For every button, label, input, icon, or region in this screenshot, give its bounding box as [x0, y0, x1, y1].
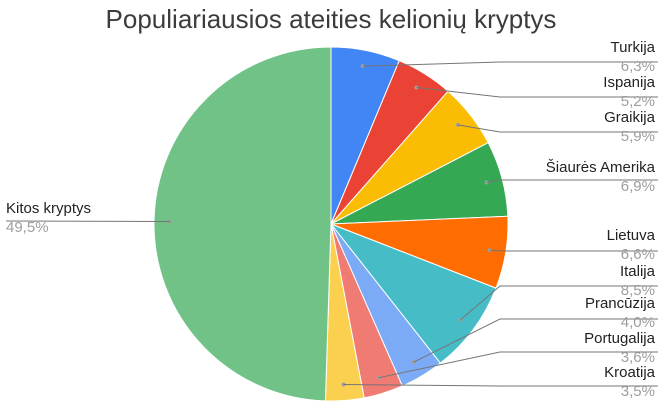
slice-label-kitos-kryptys: Kitos kryptys — [6, 200, 91, 217]
slice-label-lietuva: Lietuva — [607, 227, 656, 244]
slice-label-siaures-amerika: Šiaurės Amerika — [546, 159, 656, 176]
pie-slices — [153, 46, 509, 402]
leader-line-prancuzija — [413, 318, 658, 363]
pie-slice-kitos-kryptys — [153, 46, 332, 402]
slice-label-turkija: Turkija — [611, 39, 656, 56]
slice-value-ispanija: 5,2% — [621, 93, 655, 110]
slice-value-kitos-kryptys: 49,5% — [6, 219, 49, 236]
leader-lines — [5, 61, 658, 387]
slice-value-italija: 8,5% — [621, 282, 655, 299]
leader-line-turkija — [362, 61, 658, 67]
slice-label-prancuzija: Prancūzija — [585, 295, 656, 312]
slice-label-italija: Italija — [620, 263, 656, 280]
slice-value-lietuva: 6,6% — [621, 246, 655, 263]
slice-label-graikija: Graikija — [604, 109, 656, 126]
slice-label-kroatija: Kroatija — [604, 364, 656, 381]
leader-line-lietuva — [489, 249, 658, 252]
leader-line-italija — [460, 285, 658, 321]
leader-line-portugalija — [378, 351, 658, 379]
slice-value-portugalija: 3,6% — [621, 349, 655, 366]
chart-title: Populiariausios ateities kelionių krypty… — [106, 4, 557, 34]
leader-line-ispanija — [416, 87, 658, 98]
slice-labels: Turkija 6,3%Ispanija 5,2%Graikija 5,9% Šiaur… — [6, 39, 656, 400]
slice-value-kroatija: 3,5% — [621, 383, 655, 400]
leader-line-kroatija — [343, 384, 658, 387]
slice-label-ispanija: Ispanija — [603, 74, 655, 91]
slice-value-prancuzija: 4,0% — [621, 314, 655, 331]
leader-line-siaures-amerika — [486, 179, 658, 183]
leader-line-graikija — [457, 124, 658, 133]
slice-value-graikija: 5,9% — [621, 128, 655, 145]
slice-label-portugalija: Portugalija — [584, 330, 656, 347]
slice-value-turkija: 6,3% — [621, 58, 655, 75]
slice-value-siaures-amerika: 6,9% — [621, 178, 655, 195]
